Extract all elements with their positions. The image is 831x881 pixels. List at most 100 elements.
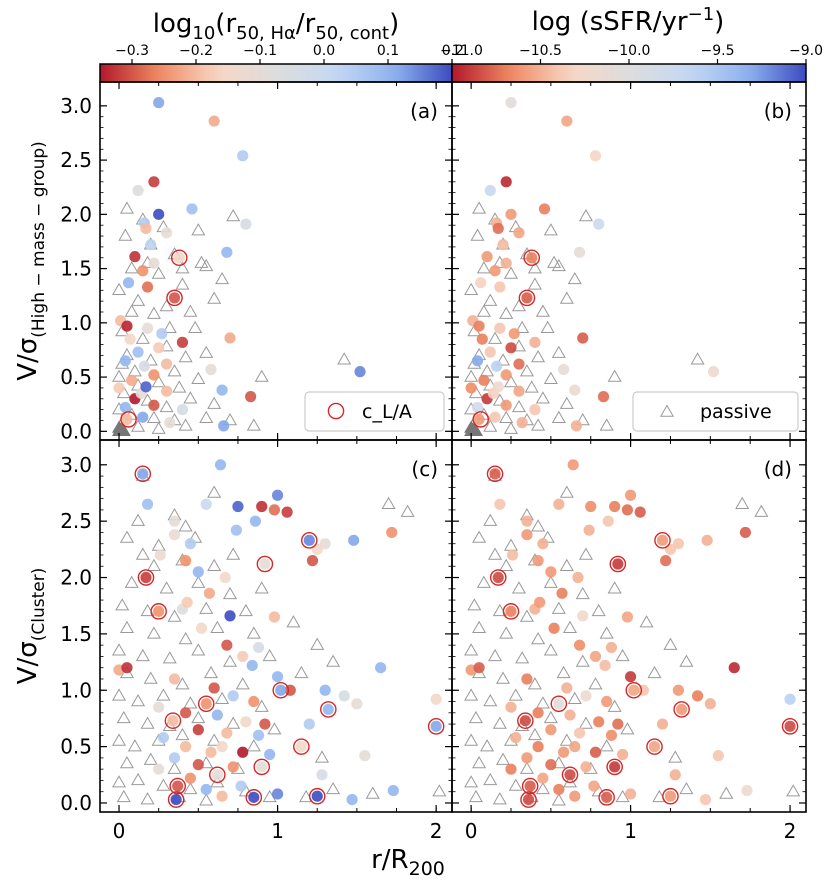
passive-point (183, 696, 198, 709)
x-tick-label: 1 (271, 819, 284, 843)
passive-point (567, 691, 582, 704)
passive-point (508, 688, 523, 701)
data-point (138, 360, 150, 372)
data-point (634, 506, 646, 518)
cla-ring (646, 738, 663, 755)
passive-point (531, 632, 546, 645)
data-point (256, 500, 268, 513)
data-point (137, 468, 149, 480)
passive-point (159, 581, 174, 594)
passive-point (559, 485, 574, 498)
passive-point (191, 223, 206, 236)
data-point (348, 534, 360, 546)
data-point (538, 203, 551, 215)
cla-ring (625, 681, 643, 699)
data-point (624, 788, 637, 800)
y-tick-label: 0.0 (60, 419, 92, 443)
passive-point (519, 761, 534, 774)
data-point (141, 281, 154, 293)
cla-ring (197, 695, 215, 713)
data-point (521, 529, 533, 541)
data-point (148, 399, 160, 411)
passive-point (432, 784, 447, 797)
passive-point (140, 792, 155, 805)
data-point (599, 659, 611, 672)
data-point (208, 682, 220, 694)
data-point (628, 684, 640, 696)
colorbar-tick-label: −0.3 (115, 43, 149, 59)
passive-point (246, 739, 261, 752)
data-point (522, 794, 535, 806)
panel-label: (c) (411, 457, 438, 481)
data-point (148, 176, 160, 188)
cla-ring (486, 465, 504, 483)
passive-point (116, 710, 131, 724)
data-point (537, 538, 549, 550)
passive-point (140, 393, 155, 406)
passive-point (159, 399, 174, 413)
passive-point (314, 750, 330, 763)
data-point (145, 239, 157, 251)
data-point (237, 746, 249, 758)
data-point (516, 417, 528, 429)
data-point (561, 682, 573, 694)
data-point (556, 587, 568, 599)
data-point (153, 97, 165, 109)
data-point (505, 97, 517, 109)
colorbar-tick-label: 0.1 (377, 43, 399, 59)
data-point (712, 750, 724, 762)
passive-point (175, 727, 190, 741)
passive-point (111, 369, 127, 382)
data-point (167, 715, 179, 727)
passive-point (786, 784, 801, 797)
cla-ring (167, 791, 185, 808)
data-point (214, 459, 227, 471)
passive-point (254, 699, 269, 712)
data-point (319, 684, 331, 696)
data-point (306, 555, 319, 567)
data-point (494, 322, 506, 334)
cla-ring (654, 532, 671, 549)
data-point (500, 257, 512, 269)
plot-area (111, 97, 366, 437)
data-point (359, 750, 371, 762)
passive-point (578, 209, 593, 222)
data-point (240, 218, 252, 230)
y-tick-label: 0.5 (60, 365, 92, 389)
passive-point (124, 261, 139, 274)
data-point (148, 257, 160, 269)
cla-ring (609, 555, 627, 573)
data-point (232, 500, 244, 513)
data-point (637, 684, 649, 696)
cla-ring (673, 701, 690, 718)
panel-c: 0 1 2 0.0 0.5 1.0 1.5 2.0 2.5 3.0 (c) (60, 439, 453, 843)
data-point (281, 506, 293, 518)
data-point (569, 790, 581, 802)
passive-point (499, 306, 514, 319)
passive-point (119, 756, 134, 769)
passive-point (156, 778, 171, 791)
passive-point (116, 789, 131, 803)
legend-cla-marker (327, 402, 345, 420)
passive-point (178, 519, 193, 532)
cla-ring (427, 718, 445, 735)
data-point (558, 746, 570, 758)
passive-point (607, 699, 622, 712)
panel-label: (a) (410, 99, 438, 123)
passive-point (511, 581, 527, 594)
data-point (573, 246, 586, 258)
passive-point (203, 665, 219, 679)
cla-ring (502, 603, 520, 620)
data-point (113, 382, 125, 394)
data-point (500, 369, 512, 381)
data-point (121, 662, 133, 674)
passive-point (215, 691, 230, 704)
y-tick-label: 0.5 (60, 735, 92, 759)
passive-point (472, 756, 487, 769)
passive-point (111, 688, 127, 701)
passive-point (226, 209, 241, 222)
passive-point (480, 739, 495, 752)
passive-point (599, 739, 614, 752)
passive-point (151, 375, 166, 388)
